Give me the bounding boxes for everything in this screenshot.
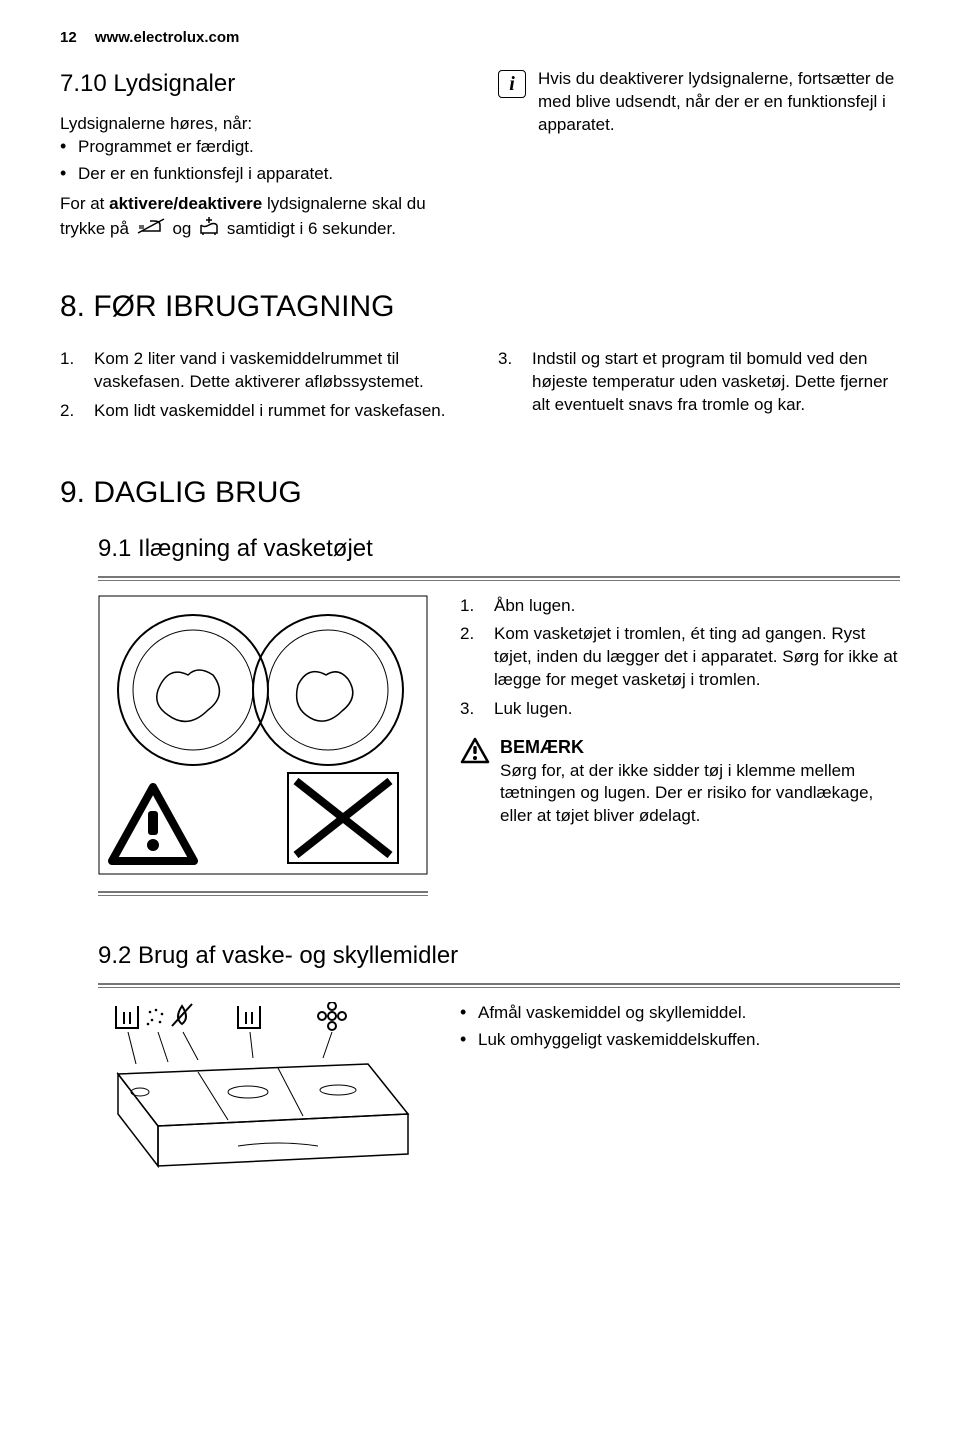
list-item: 3. Luk lugen. [460,698,900,721]
bullet-item: Programmet er færdigt. [60,136,462,159]
page-header: 12 www.electrolux.com [60,28,900,48]
col-right: 3. Indstil og start et program til bomuld… [498,348,900,429]
heading-7-10: 7.10 Lydsignaler [60,68,462,100]
bullet-item: Der er en funktionsfejl i apparatet. [60,163,462,186]
list-item: 3. Indstil og start et program til bomuld… [498,348,900,417]
txt: Kom vasketøjet i tromlen, ét ting ad gan… [494,624,898,689]
num: 2. [460,623,488,646]
section-9-1-row: 1. Åbn lugen. 2. Kom vasketøjet i tromlen,… [98,595,900,911]
illustration-detergent-drawer [98,1002,428,1179]
numlist-8-left: 1. Kom 2 liter vand i vaskemiddelrummet t… [60,348,462,423]
num: 2. [60,400,88,423]
rule-thick [98,983,900,985]
para-7-10: For at aktivere/deaktivere lydsignalerne… [60,193,462,243]
section-7-10: 7.10 Lydsignaler Lydsignalerne høres, nå… [60,68,900,243]
page-url: www.electrolux.com [95,29,240,46]
page-number: 12 [60,29,77,46]
section-9-2-text: Afmål vaskemiddel og skyllemiddel. Luk o… [460,1002,900,1056]
warning-triangle-icon [460,737,490,772]
col-left: 7.10 Lydsignaler Lydsignalerne høres, nå… [60,68,462,243]
heading-9-1: 9.1 Ilægning af vasketøjet [98,533,900,565]
txt: Indstil og start et program til bomuld v… [532,349,888,414]
bemark-content: BEMÆRK Sørg for, at der ikke sidder tøj … [500,735,900,828]
col-right: i Hvis du deaktiverer lydsignalerne, for… [498,68,900,243]
list-item: 1. Åbn lugen. [460,595,900,618]
rule-thick [98,891,428,893]
bemark-title: BEMÆRK [500,735,900,759]
rule-thick [98,576,900,578]
illustration-laundry-door [98,595,428,911]
info-box: i Hvis du deaktiverer lydsignalerne, for… [498,68,900,137]
intro-7-10: Lydsignalerne høres, når: [60,113,462,136]
txt: Kom 2 liter vand i vaskemiddelrummet til… [94,349,424,391]
info-text: Hvis du deaktiverer lydsignalerne, forts… [538,68,900,137]
heading-8: 8. FØR IBRUGTAGNING [60,287,900,328]
bemark-text: Sørg for, at der ikke sidder tøj i klemm… [500,760,900,829]
txt: og [172,219,196,238]
list-item: 2. Kom vasketøjet i tromlen, ét ting ad g… [460,623,900,692]
num: 3. [498,348,526,371]
section-9-1-text: 1. Åbn lugen. 2. Kom vasketøjet i tromlen,… [460,595,900,911]
num: 1. [460,595,488,618]
heading-9-2: 9.2 Brug af vaske- og skyllemidler [98,940,900,972]
num: 1. [60,348,88,371]
txt-bold: aktivere/deaktivere [109,194,262,213]
list-item: 1. Kom 2 liter vand i vaskemiddelrummet t… [60,348,462,394]
bemark-block: BEMÆRK Sørg for, at der ikke sidder tøj … [460,735,900,828]
bullet-item: Luk omhyggeligt vaskemiddelskuffen. [460,1029,900,1052]
txt: Kom lidt vaskemiddel i rummet for vaskef… [94,401,445,420]
rule-thin [98,580,900,581]
section-8-body: 1. Kom 2 liter vand i vaskemiddelrummet t… [60,348,900,429]
section-9-body: 9.1 Ilægning af vasketøjet [60,533,900,1179]
info-icon: i [498,70,526,98]
tub-plus-icon [198,216,220,243]
section-9-2-row: Afmål vaskemiddel og skyllemiddel. Luk o… [98,1002,900,1179]
txt: For at [60,194,109,213]
txt: Luk lugen. [494,699,572,718]
num: 3. [460,698,488,721]
numlist-9-1: 1. Åbn lugen. 2. Kom vasketøjet i tromlen,… [460,595,900,722]
iron-strike-icon [136,217,166,242]
rule-thin [98,987,900,988]
txt: Åbn lugen. [494,596,575,615]
txt: samtidigt i 6 sekunder. [227,219,396,238]
bullets-9-2: Afmål vaskemiddel og skyllemiddel. Luk o… [460,1002,900,1052]
rule-thin [98,895,428,896]
heading-9: 9. DAGLIG BRUG [60,473,900,514]
bullets-7-10: Programmet er færdigt. Der er en funktio… [60,136,462,186]
col-left: 1. Kom 2 liter vand i vaskemiddelrummet t… [60,348,462,429]
bullet-item: Afmål vaskemiddel og skyllemiddel. [460,1002,900,1025]
list-item: 2. Kom lidt vaskemiddel i rummet for vask… [60,400,462,423]
numlist-8-right: 3. Indstil og start et program til bomuld… [498,348,900,417]
